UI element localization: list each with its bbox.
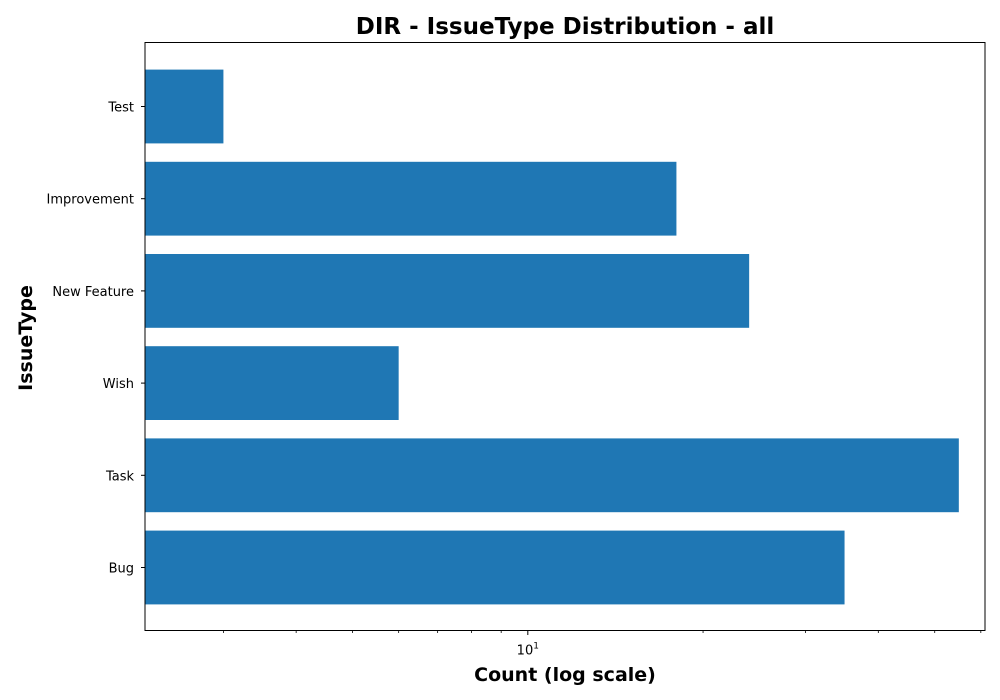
x-axis-label: Count (log scale) [474, 664, 656, 686]
x-tick-label-exponent: 1 [533, 642, 539, 652]
bar-bug [145, 530, 845, 605]
bar-wish [145, 346, 399, 420]
y-tick-label: Task [105, 469, 135, 484]
y-axis-label: IssueType [15, 285, 37, 391]
chart-title: DIR - IssueType Distribution - all [356, 14, 774, 40]
x-tick-label-base: 10 [517, 644, 534, 659]
bars-group [145, 69, 959, 605]
bar-new-feature [145, 254, 750, 328]
plot-frame [144, 42, 986, 631]
x-tick-label: 101 [517, 642, 539, 659]
y-tick-label: Test [107, 101, 134, 116]
y-tick-label: Wish [103, 377, 134, 392]
y-ticks-group: Bug Task Wish New Feature Improvement Test [47, 101, 145, 577]
y-tick-label: Improvement [47, 193, 134, 208]
y-tick-label: Bug [109, 562, 134, 577]
bar-task [145, 438, 959, 513]
bar-test [145, 69, 224, 144]
bar-improvement [145, 161, 677, 236]
y-tick-label: New Feature [52, 285, 134, 300]
x-ticks-group: 101 [223, 630, 982, 659]
